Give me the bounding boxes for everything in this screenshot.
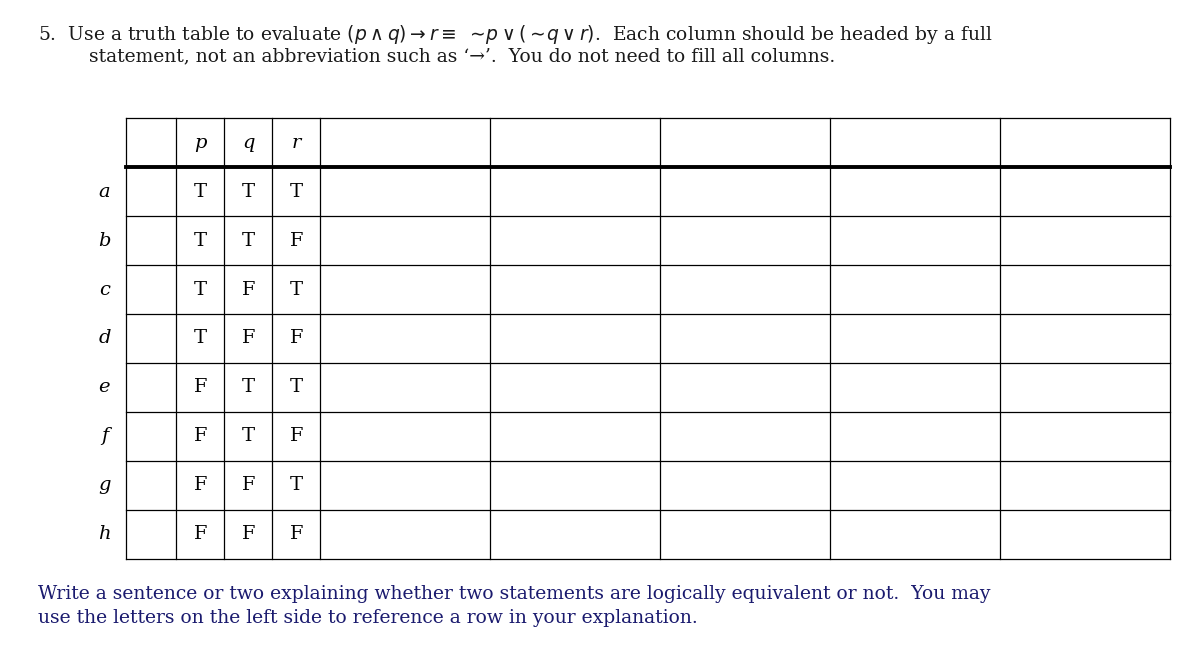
Text: T: T bbox=[290, 182, 302, 201]
Text: F: F bbox=[241, 525, 256, 543]
Text: T: T bbox=[242, 182, 254, 201]
Text: b: b bbox=[98, 232, 110, 249]
Text: F: F bbox=[241, 476, 256, 495]
Text: d: d bbox=[98, 329, 110, 348]
Text: T: T bbox=[242, 232, 254, 249]
Text: Write a sentence or two explaining whether two statements are logically equivale: Write a sentence or two explaining wheth… bbox=[38, 585, 991, 603]
Text: F: F bbox=[289, 329, 304, 348]
Text: r: r bbox=[292, 134, 301, 152]
Text: T: T bbox=[242, 379, 254, 396]
Text: f: f bbox=[101, 428, 108, 445]
Text: F: F bbox=[289, 232, 304, 249]
Text: T: T bbox=[194, 232, 206, 249]
Text: T: T bbox=[290, 476, 302, 495]
Text: T: T bbox=[194, 329, 206, 348]
Text: T: T bbox=[194, 281, 206, 298]
Text: F: F bbox=[241, 281, 256, 298]
Text: e: e bbox=[98, 379, 110, 396]
Text: c: c bbox=[98, 281, 110, 298]
Text: T: T bbox=[194, 182, 206, 201]
Text: T: T bbox=[290, 281, 302, 298]
Text: 5.  Use a truth table to evaluate $(p \wedge q) \rightarrow r \equiv$ $\sim\!p \: 5. Use a truth table to evaluate $(p \we… bbox=[38, 23, 994, 46]
Text: F: F bbox=[289, 428, 304, 445]
Text: F: F bbox=[289, 525, 304, 543]
Text: h: h bbox=[98, 525, 110, 543]
Text: a: a bbox=[98, 182, 110, 201]
Text: statement, not an abbreviation such as ‘→’.  You do not need to fill all columns: statement, not an abbreviation such as ‘… bbox=[89, 47, 835, 65]
Text: F: F bbox=[193, 379, 208, 396]
Text: g: g bbox=[98, 476, 110, 495]
Text: T: T bbox=[242, 428, 254, 445]
Text: F: F bbox=[241, 329, 256, 348]
Text: q: q bbox=[242, 134, 254, 152]
Text: F: F bbox=[193, 476, 208, 495]
Text: F: F bbox=[193, 428, 208, 445]
Text: p: p bbox=[194, 134, 206, 152]
Text: T: T bbox=[290, 379, 302, 396]
Text: F: F bbox=[193, 525, 208, 543]
Text: use the letters on the left side to reference a row in your explanation.: use the letters on the left side to refe… bbox=[38, 609, 698, 626]
